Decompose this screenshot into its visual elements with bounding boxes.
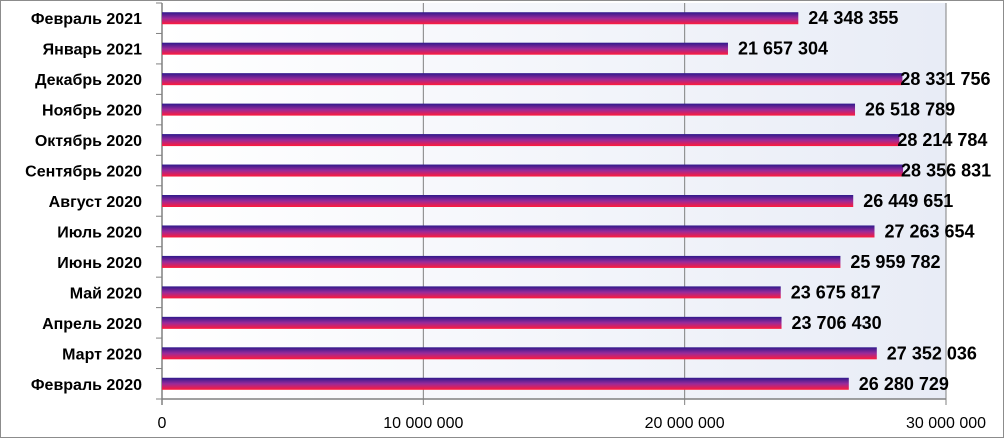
bar	[162, 377, 849, 390]
category-label: Апрель 2020	[42, 316, 142, 333]
value-label: 25 959 782	[850, 252, 940, 272]
bar	[162, 347, 877, 360]
category-label: Октябрь 2020	[35, 133, 142, 150]
category-label: Февраль 2021	[31, 11, 142, 28]
value-label: 28 214 784	[897, 130, 987, 150]
bar	[162, 316, 782, 329]
category-label: Март 2020	[62, 346, 142, 363]
category-label: Ноябрь 2020	[42, 103, 142, 120]
value-label: 26 449 651	[863, 191, 953, 211]
category-label: Февраль 2020	[31, 377, 142, 394]
value-label: 24 348 355	[808, 8, 898, 28]
bar	[162, 12, 799, 25]
category-label: Август 2020	[49, 194, 142, 211]
bar	[162, 134, 900, 147]
value-label: 26 518 789	[865, 100, 955, 120]
value-label: 28 331 756	[900, 69, 990, 89]
category-label: Январь 2021	[43, 42, 142, 59]
value-label: 23 675 817	[791, 282, 881, 302]
value-label: 26 280 729	[859, 374, 949, 394]
bar	[162, 225, 875, 238]
bar	[162, 164, 904, 177]
value-label: 28 356 831	[901, 161, 991, 181]
category-label: Июнь 2020	[57, 255, 142, 272]
x-tick-label: 20 000 000	[645, 415, 725, 432]
bar	[162, 286, 781, 299]
category-label: Июль 2020	[57, 224, 142, 241]
category-label: Декабрь 2020	[35, 72, 142, 89]
bar	[162, 42, 728, 55]
category-label: Май 2020	[70, 285, 142, 302]
value-label: 21 657 304	[738, 39, 828, 59]
value-label: 23 706 430	[792, 313, 882, 333]
bar	[162, 195, 854, 207]
bar	[162, 255, 841, 268]
x-tick-label: 10 000 000	[383, 415, 463, 432]
value-label: 27 352 036	[887, 343, 977, 363]
x-tick-label: 0	[158, 415, 167, 432]
bar	[162, 73, 903, 86]
category-label: Сентябрь 2020	[25, 164, 142, 181]
x-tick-label: 30 000 000	[906, 415, 986, 432]
bar	[162, 103, 856, 116]
value-label: 27 263 654	[884, 221, 974, 241]
